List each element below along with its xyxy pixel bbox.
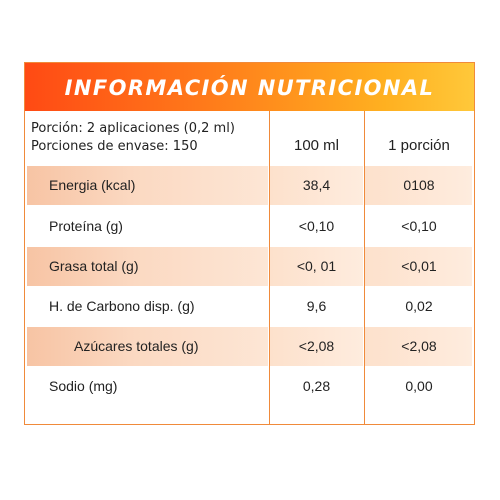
- table-header: Porción: 2 aplicaciones (0,2 ml) Porcion…: [25, 111, 474, 166]
- row-label: Energia (kcal): [49, 177, 136, 193]
- column-header-portion: 1 porción: [388, 137, 450, 154]
- row-value-100ml: <0, 01: [296, 258, 337, 274]
- table-row: Energia (kcal) 38,4 0108: [25, 166, 474, 205]
- row-label: Proteína (g): [49, 218, 123, 234]
- row-value-100ml: 0,28: [302, 378, 331, 394]
- column-header-100ml: 100 ml: [293, 137, 340, 154]
- row-label: H. de Carbono disp. (g): [49, 298, 195, 314]
- row-value-portion: <2,08: [401, 338, 437, 354]
- row-value-100ml: 38,4: [302, 177, 331, 193]
- row-value-100ml: <0,10: [298, 218, 335, 234]
- table-row: Azúcares totales (g) <2,08 <2,08: [25, 327, 474, 366]
- title-bar: INFORMACIÓN NUTRICIONAL: [25, 63, 474, 111]
- row-label: Sodio (mg): [49, 378, 118, 394]
- row-value-portion: 0,02: [405, 298, 433, 314]
- row-value-portion: 0,00: [405, 378, 433, 394]
- panel-title: INFORMACIÓN NUTRICIONAL: [64, 76, 435, 100]
- serving-size-text: Porción: 2 aplicaciones (0,2 ml): [31, 121, 235, 136]
- table-row: Proteína (g) <0,10 <0,10: [25, 207, 474, 246]
- table-row: Sodio (mg) 0,28 0,00: [25, 367, 474, 406]
- row-value-portion: 0108: [403, 177, 435, 193]
- servings-per-container-text: Porciones de envase: 150: [31, 139, 198, 154]
- row-value-portion: <0,01: [401, 258, 437, 274]
- table-row: Grasa total (g) <0, 01 <0,01: [25, 247, 474, 286]
- row-value-100ml: 9,6: [306, 298, 327, 314]
- row-label: Grasa total (g): [49, 258, 139, 274]
- nutrition-facts-panel: INFORMACIÓN NUTRICIONAL Porción: 2 aplic…: [24, 62, 475, 425]
- column-divider: [269, 111, 270, 424]
- row-value-portion: <0,10: [401, 218, 437, 234]
- column-divider: [364, 111, 365, 424]
- row-label: Azúcares totales (g): [74, 338, 199, 354]
- table-row: H. de Carbono disp. (g) 9,6 0,02: [25, 287, 474, 326]
- row-value-100ml: <2,08: [298, 338, 335, 354]
